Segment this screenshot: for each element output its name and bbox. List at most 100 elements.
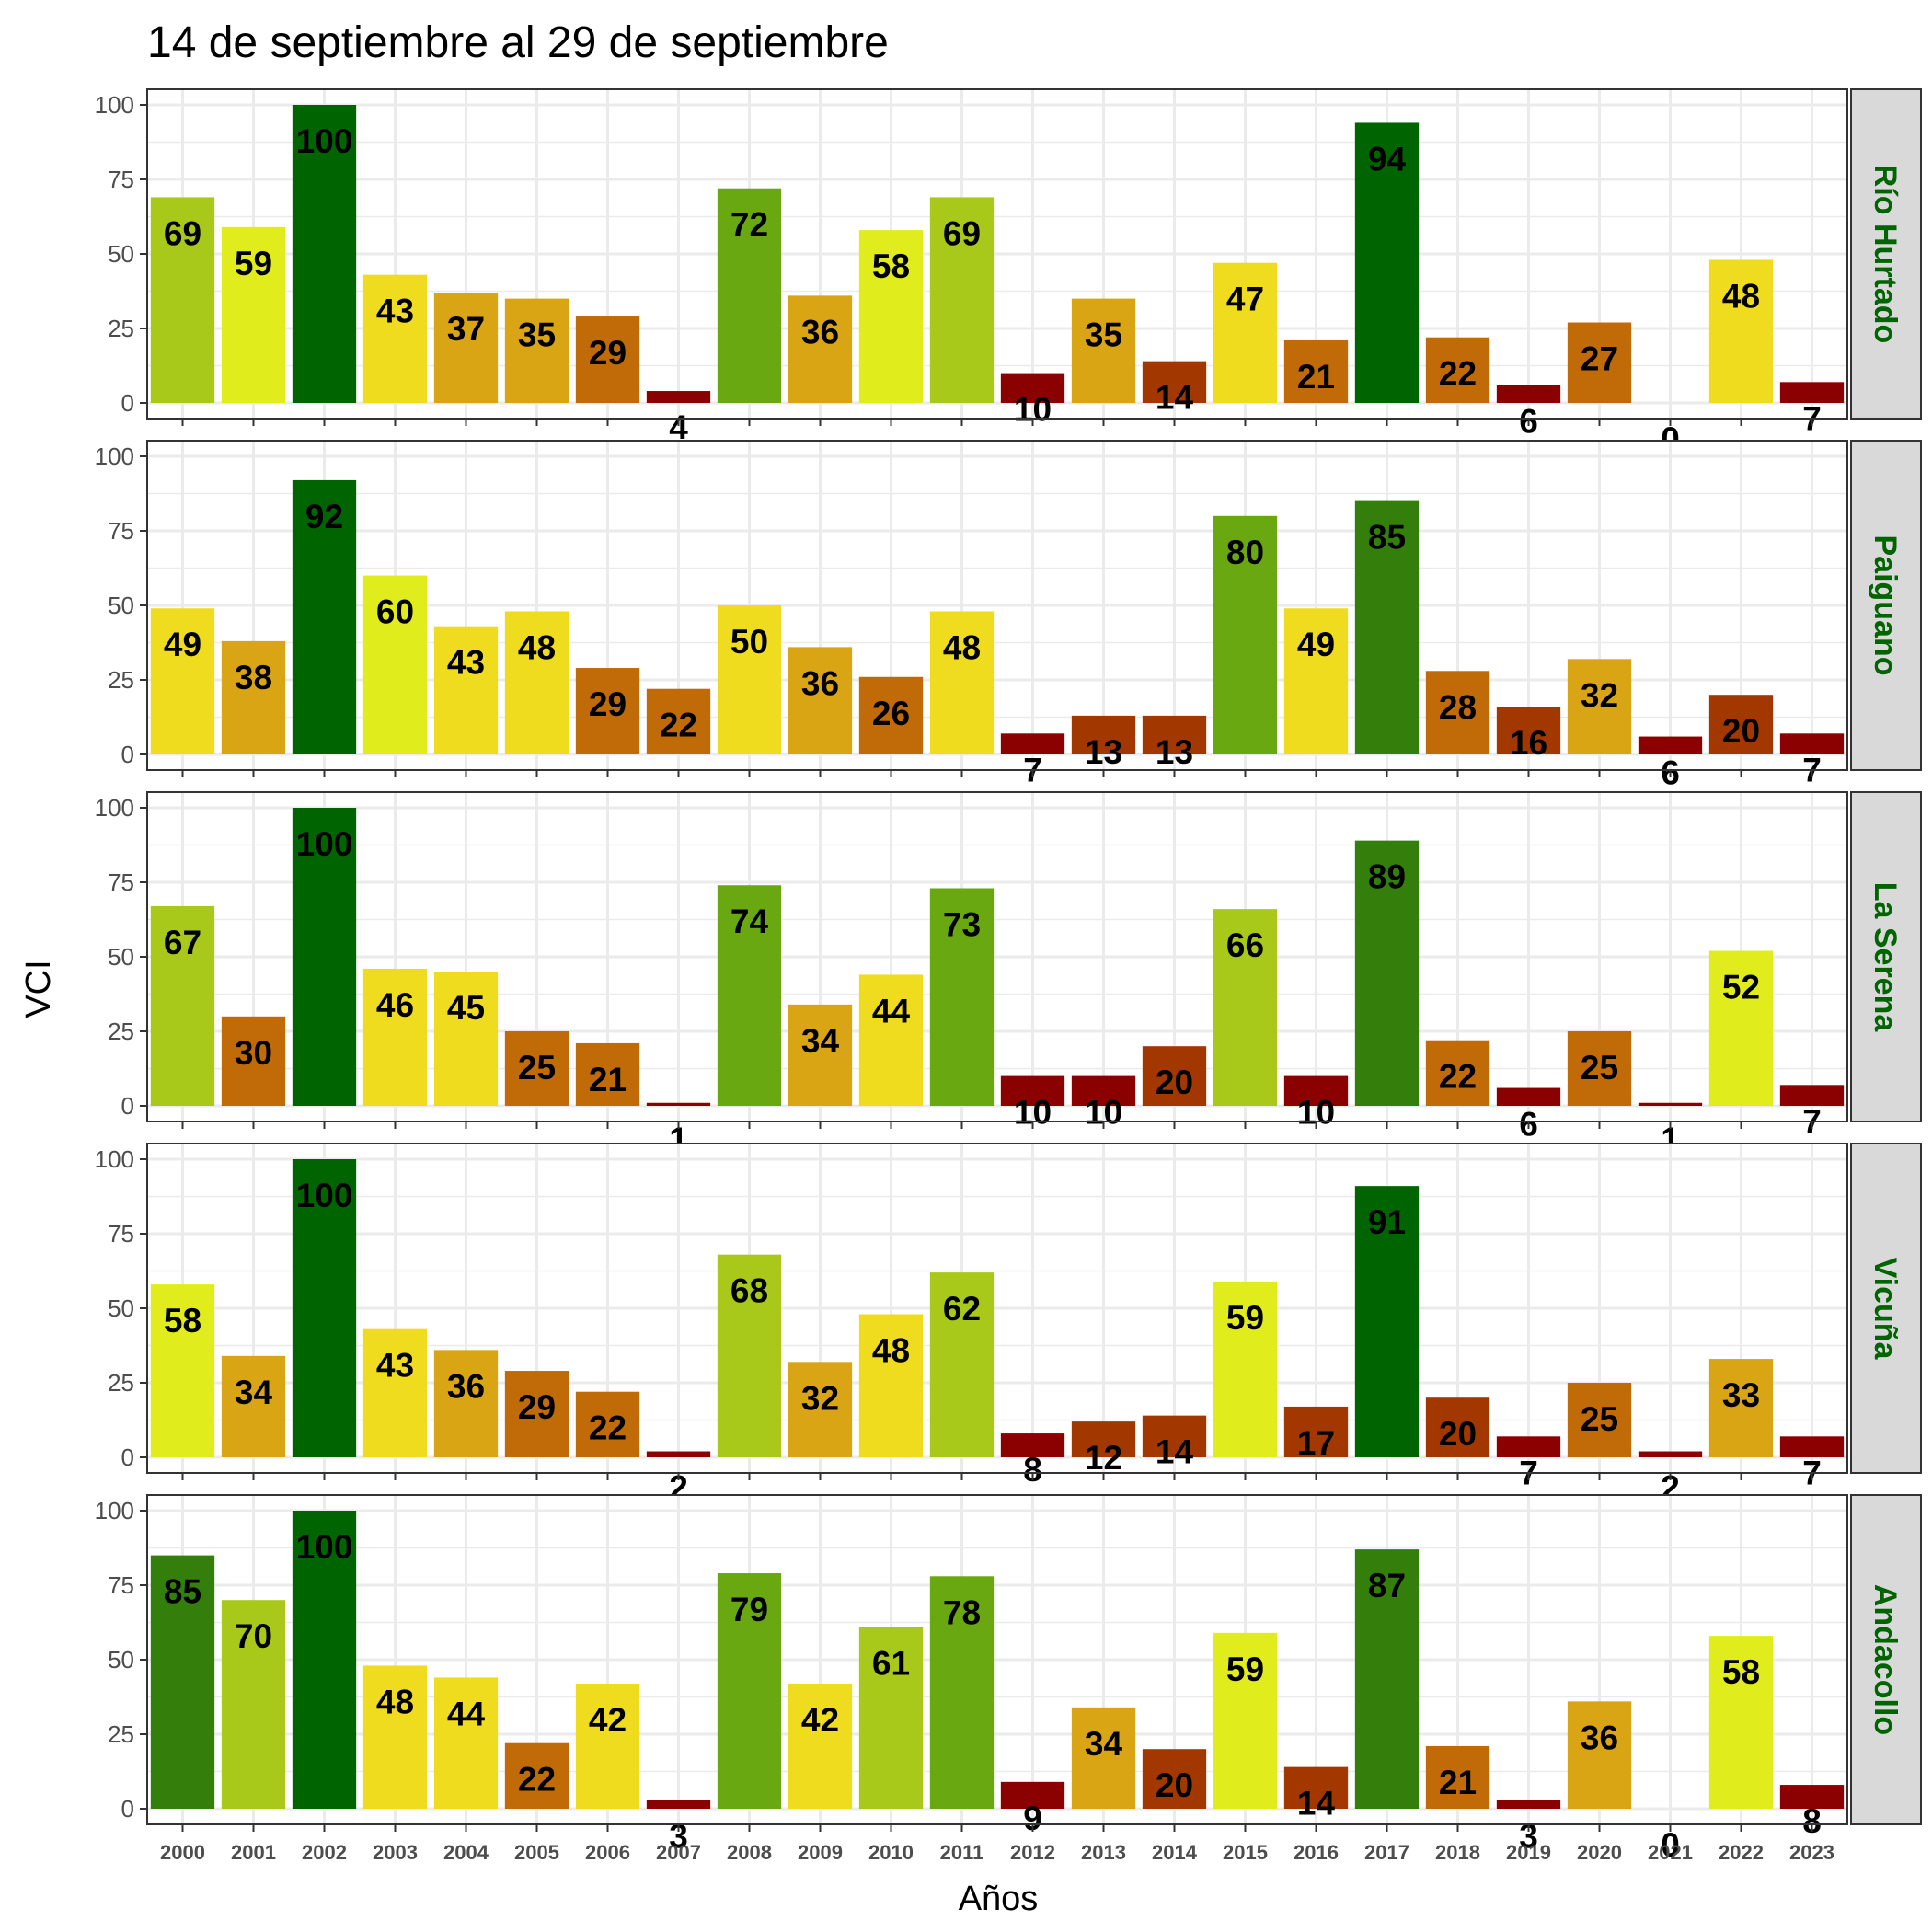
bar-vicuna-2023 — [1779, 1436, 1845, 1457]
bar-andacollo-2004 — [433, 1677, 499, 1809]
bar-paiguano-2019 — [1496, 707, 1561, 754]
y-tick-label: 25 — [108, 666, 134, 694]
bar-value-label: 59 — [1226, 1299, 1264, 1337]
bar-la-serena-2012 — [1000, 1075, 1065, 1106]
bar-value-label: 34 — [235, 1374, 273, 1411]
bar-andacollo-2017 — [1354, 1549, 1420, 1809]
bar-rio-hurtado-2003 — [362, 274, 428, 403]
bar-value-label: 68 — [730, 1272, 768, 1310]
panel-border — [146, 88, 1848, 420]
bar-andacollo-2020 — [1567, 1701, 1632, 1809]
bar-paiguano-2017 — [1354, 500, 1420, 754]
bar-paiguano-2020 — [1567, 659, 1632, 754]
bar-value-label: 47 — [1226, 281, 1264, 318]
bar-value-label: 59 — [1226, 1650, 1264, 1688]
bar-value-label: 20 — [1156, 1064, 1193, 1101]
y-tick-label: 100 — [95, 443, 134, 470]
bar-value-label: 22 — [589, 1409, 627, 1447]
y-tick-label: 0 — [121, 1795, 134, 1823]
bar-value-label: 69 — [943, 214, 981, 252]
bar-vicuna-2000 — [150, 1284, 215, 1457]
bar-value-label: 42 — [801, 1701, 839, 1739]
bar-value-label: 13 — [1156, 733, 1193, 771]
bar-paiguano-2012 — [1000, 733, 1065, 754]
x-tick-label: 2017 — [1364, 1841, 1409, 1864]
y-tick-label: 0 — [121, 1092, 134, 1120]
y-tick-label: 25 — [108, 1720, 134, 1748]
x-tick-label: 2008 — [727, 1841, 772, 1864]
bar-vicuna-2016 — [1283, 1406, 1349, 1457]
bar-rio-hurtado-2014 — [1142, 361, 1207, 403]
strip-rio-hurtado — [1850, 88, 1922, 420]
bar-value-label: 34 — [801, 1022, 840, 1060]
bar-andacollo-2023 — [1779, 1785, 1845, 1809]
bar-andacollo-2015 — [1213, 1632, 1278, 1809]
bar-andacollo-2005 — [504, 1742, 569, 1809]
x-tick-label: 2002 — [302, 1841, 347, 1864]
y-tick-label: 25 — [108, 1018, 134, 1045]
bar-la-serena-2002 — [292, 808, 357, 1106]
x-axis-title: Años — [959, 1880, 1039, 1918]
x-tick-label: 2021 — [1648, 1841, 1693, 1864]
bar-value-label: 25 — [1581, 1400, 1618, 1438]
bar-andacollo-2006 — [575, 1683, 640, 1809]
bar-paiguano-2006 — [575, 668, 640, 754]
bar-vicuna-2002 — [292, 1159, 357, 1457]
bar-paiguano-2011 — [929, 611, 995, 754]
bar-value-label: 3 — [669, 1817, 688, 1855]
bar-rio-hurtado-2004 — [433, 293, 499, 403]
bar-vicuna-2005 — [504, 1371, 569, 1457]
bar-la-serena-2007 — [646, 1102, 711, 1106]
bar-value-label: 49 — [164, 626, 201, 663]
bar-value-label: 62 — [943, 1290, 981, 1328]
x-tick-label: 2023 — [1789, 1841, 1834, 1864]
bar-rio-hurtado-2001 — [221, 226, 286, 403]
bar-vicuna-2003 — [362, 1328, 428, 1457]
x-tick-label: 2015 — [1223, 1841, 1268, 1864]
bar-vicuna-2006 — [575, 1391, 640, 1457]
strip-label: Río Hurtado — [1868, 165, 1903, 344]
y-tick-label: 50 — [108, 1646, 134, 1673]
bar-vicuna-2017 — [1354, 1186, 1420, 1457]
bar-la-serena-2018 — [1425, 1040, 1490, 1106]
bar-rio-hurtado-2016 — [1283, 339, 1349, 403]
bar-value-label: 100 — [296, 1528, 353, 1566]
bar-paiguano-2005 — [504, 611, 569, 754]
bar-value-label: 0 — [1661, 1826, 1680, 1864]
x-tick-label: 2019 — [1506, 1841, 1551, 1864]
bar-rio-hurtado-2011 — [929, 197, 995, 403]
bar-paiguano-2001 — [221, 640, 286, 754]
y-tick-label: 50 — [108, 592, 134, 619]
bar-vicuna-2012 — [1000, 1433, 1065, 1457]
strip-label: Andacollo — [1868, 1584, 1903, 1735]
bar-value-label: 60 — [376, 593, 414, 631]
bar-paiguano-2023 — [1779, 733, 1845, 754]
bar-value-label: 9 — [1023, 1800, 1042, 1837]
y-tick-label: 0 — [121, 1443, 134, 1471]
strip-andacollo — [1850, 1494, 1922, 1825]
bar-value-label: 22 — [1439, 355, 1477, 393]
y-tick-label: 50 — [108, 943, 134, 971]
bar-value-label: 14 — [1156, 379, 1194, 417]
bar-paiguano-2022 — [1708, 695, 1774, 754]
bar-vicuna-2021 — [1638, 1451, 1703, 1457]
bar-value-label: 85 — [164, 1573, 201, 1611]
bar-value-label: 25 — [518, 1049, 556, 1087]
bar-paiguano-2004 — [433, 626, 499, 754]
bar-andacollo-2016 — [1283, 1766, 1349, 1809]
bar-value-label: 58 — [164, 1302, 201, 1340]
bar-value-label: 29 — [518, 1388, 556, 1426]
strip-vicuna — [1850, 1143, 1922, 1474]
x-tick-label: 2011 — [940, 1841, 984, 1864]
x-tick-label: 2000 — [160, 1841, 205, 1864]
bar-value-label: 48 — [376, 1683, 414, 1720]
strip-la-serena — [1850, 791, 1922, 1122]
bar-vicuna-2015 — [1213, 1281, 1278, 1457]
bar-la-serena-2015 — [1213, 909, 1278, 1106]
panel-border — [146, 1494, 1848, 1825]
strip-label: La Serena — [1868, 882, 1903, 1033]
